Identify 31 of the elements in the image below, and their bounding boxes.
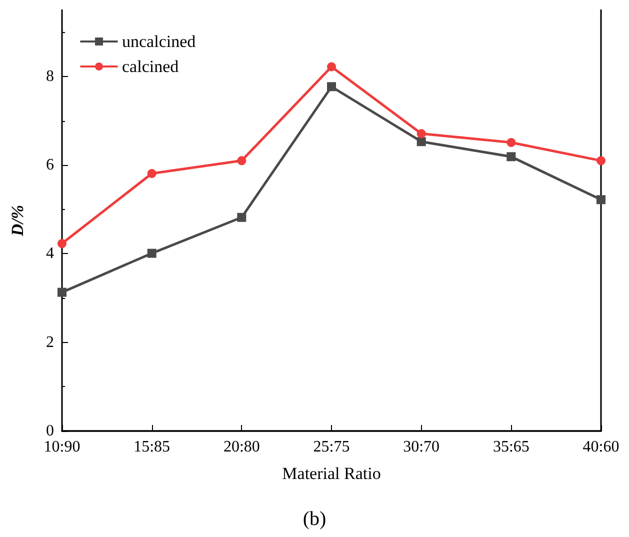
x-tick-label: 40:60 <box>582 438 620 456</box>
point <box>237 156 246 166</box>
point <box>416 129 426 138</box>
point <box>506 152 516 162</box>
legend-label: calcined <box>122 57 180 76</box>
x-tick-label: 25:75 <box>313 438 350 456</box>
y-tick-label: 8 <box>46 68 54 85</box>
y-tick-label: 2 <box>46 334 54 351</box>
y-tick-label: 4 <box>46 245 54 262</box>
point <box>506 138 516 147</box>
point <box>327 82 336 92</box>
y-tick-label: 0 <box>46 422 54 440</box>
x-axis-title: Material Ratio <box>282 464 381 483</box>
point <box>237 212 246 222</box>
point <box>596 156 606 166</box>
legend-label: uncalcined <box>122 32 196 51</box>
point <box>596 195 606 204</box>
y-axis-title: D/% <box>8 204 27 238</box>
point <box>58 288 66 297</box>
point <box>147 248 156 258</box>
point <box>416 137 426 146</box>
x-tick-label: 10:90 <box>44 438 80 456</box>
point <box>147 169 156 178</box>
y-tick-label: 6 <box>46 156 54 174</box>
point <box>327 62 336 72</box>
x-tick-label: 35:65 <box>492 438 530 456</box>
point <box>58 239 66 248</box>
x-tick-label: 20:80 <box>223 438 260 456</box>
text: (b) <box>302 508 326 530</box>
x-tick-label: 30:70 <box>403 438 440 456</box>
x-tick-label: 15:85 <box>134 438 170 456</box>
